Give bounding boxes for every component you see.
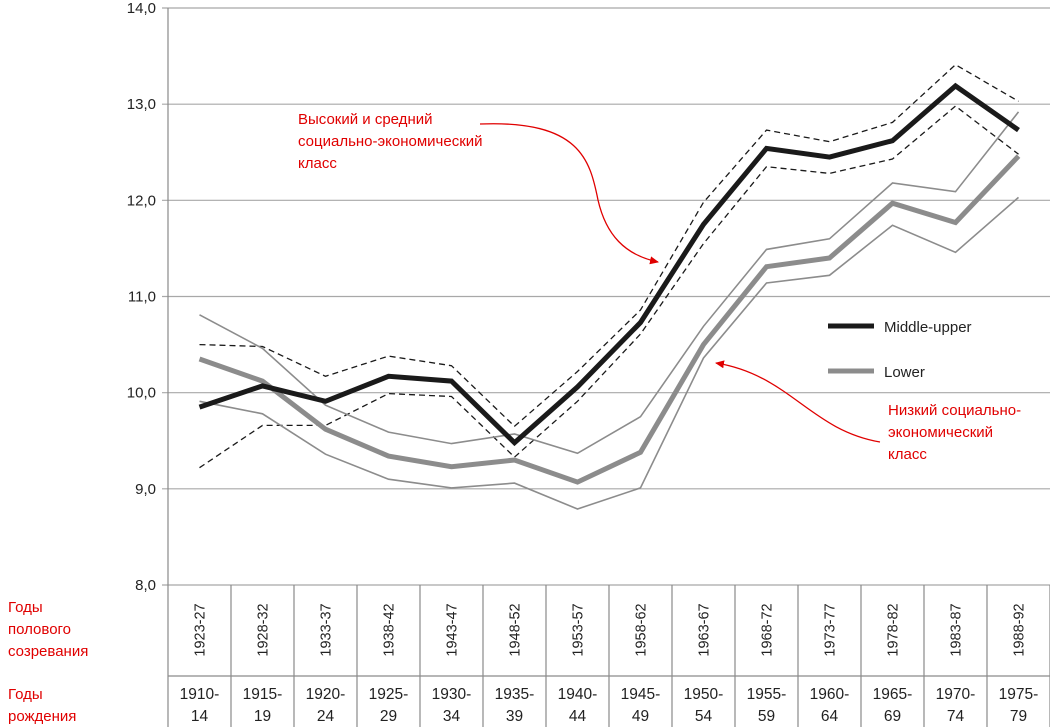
x-tick-label: 1983-87 xyxy=(949,603,965,656)
birth-year-label: 29 xyxy=(380,708,397,725)
annotation-high-line-2: социально-экономический xyxy=(298,133,483,150)
birth-year-label: 1965- xyxy=(873,686,913,703)
row-label-birth-line-1: Годы xyxy=(8,686,43,703)
birth-year-label: 1945- xyxy=(621,686,661,703)
annotation-high-class: Высокий и средний социально-экономически… xyxy=(298,111,659,265)
y-tick-label: 13,0 xyxy=(127,96,156,113)
annotation-low-arrow xyxy=(715,360,881,443)
x-tick-label: 1933-37 xyxy=(319,603,335,656)
ci-lower-middle-upper xyxy=(199,105,1019,469)
annotation-low-line-1: Низкий социально- xyxy=(888,402,1021,419)
birth-year-label: 1960- xyxy=(810,686,850,703)
row-label-puberty: Годы полового созревания xyxy=(8,599,88,660)
birth-year-label: 24 xyxy=(317,708,335,725)
x-tick-label: 1948-52 xyxy=(508,603,524,656)
x-tick-label: 1973-77 xyxy=(823,603,839,656)
ci-upper-lower xyxy=(199,111,1020,455)
birth-year-label: 1930- xyxy=(432,686,472,703)
y-tick-label: 14,0 xyxy=(127,0,156,17)
x-tick-label: 1943-47 xyxy=(445,603,461,656)
x-tick-label: 1963-67 xyxy=(697,603,713,656)
row-label-puberty-line-1: Годы xyxy=(8,599,43,616)
birth-year-label: 1915- xyxy=(243,686,283,703)
birth-year-label: 1955- xyxy=(747,686,787,703)
y-tick-label: 10,0 xyxy=(127,385,156,402)
birth-year-label: 14 xyxy=(191,708,209,725)
annotation-high-arrow xyxy=(479,123,659,265)
y-tick-label: 9,0 xyxy=(135,481,156,498)
birth-year-label: 1910- xyxy=(180,686,220,703)
birth-year-label: 44 xyxy=(569,708,587,725)
birth-year-label: 59 xyxy=(758,708,775,725)
x-tick-label: 1958-62 xyxy=(634,603,650,656)
birth-year-label: 1935- xyxy=(495,686,535,703)
gridlines xyxy=(162,7,1050,586)
legend-label-middle-upper: Middle-upper xyxy=(884,319,972,336)
y-tick-label: 8,0 xyxy=(135,577,156,594)
birth-year-label: 1925- xyxy=(369,686,409,703)
y-tick-label: 12,0 xyxy=(127,192,156,209)
birth-year-label: 79 xyxy=(1010,708,1027,725)
legend-label-lower: Lower xyxy=(884,364,925,381)
birth-year-label: 34 xyxy=(443,708,461,725)
annotation-low-line-3: класс xyxy=(888,446,927,463)
series-line-middle-upper xyxy=(198,82,1020,447)
ci-upper-middle-upper xyxy=(199,63,1019,428)
x-tick-label: 1978-82 xyxy=(886,603,902,656)
x-tick-label: 1968-72 xyxy=(760,603,776,656)
birth-year-label: 54 xyxy=(695,708,713,725)
birth-year-label: 64 xyxy=(821,708,839,725)
legend: Middle-upper Lower xyxy=(828,319,972,381)
ci-lower-lower xyxy=(199,196,1020,510)
birth-year-label: 69 xyxy=(884,708,901,725)
y-tick-label: 11,0 xyxy=(128,289,156,306)
annotation-low-class: Низкий социально- экономический класс xyxy=(715,360,1021,463)
birth-year-label: 1950- xyxy=(684,686,724,703)
x-tick-label: 1928-32 xyxy=(256,603,272,656)
x-tick-label: 1923-27 xyxy=(193,603,209,656)
annotation-high-line-3: класс xyxy=(298,155,337,172)
y-tick-labels: 8,0 9,0 10,0 11,0 12,0 13,0 14,0 xyxy=(127,0,156,594)
birth-year-label: 19 xyxy=(254,708,271,725)
row-label-birth: Годы рождения xyxy=(8,686,76,725)
row-label-birth-line-2: рождения xyxy=(8,708,76,725)
birth-year-label: 1940- xyxy=(558,686,598,703)
birth-year-label: 49 xyxy=(632,708,649,725)
birth-year-label: 1920- xyxy=(306,686,346,703)
category-table: 1923-27 1928-32 1933-37 1938-42 1943-47 1948-… xyxy=(168,585,1050,727)
x-tick-label: 1938-42 xyxy=(382,603,398,656)
annotation-low-line-2: экономический xyxy=(888,424,993,441)
x-tick-label: 1953-57 xyxy=(571,603,587,656)
birth-year-label: 1970- xyxy=(936,686,976,703)
annotation-high-line-1: Высокий и средний xyxy=(298,111,432,128)
series-line-lower xyxy=(198,154,1021,485)
row-label-puberty-line-3: созревания xyxy=(8,643,88,660)
x-tick-label: 1988-92 xyxy=(1012,603,1028,656)
birth-year-label: 74 xyxy=(947,708,965,725)
series-lines xyxy=(198,63,1021,510)
birth-year-label: 1975- xyxy=(999,686,1039,703)
row-label-puberty-line-2: полового xyxy=(8,621,71,638)
birth-year-label: 39 xyxy=(506,708,523,725)
